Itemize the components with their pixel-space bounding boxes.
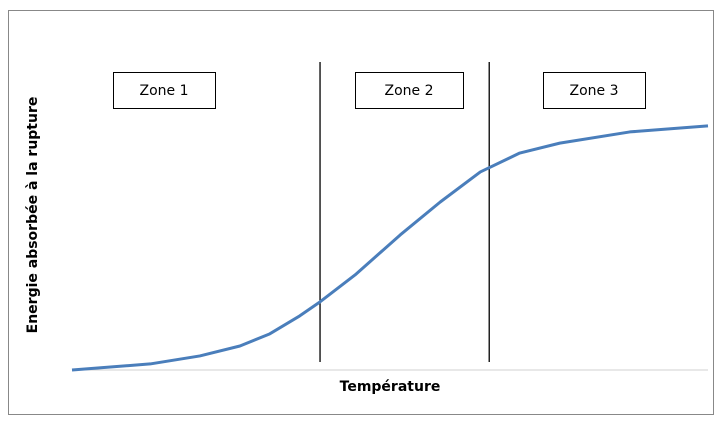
chart-frame: [8, 10, 714, 415]
y-axis-label: Energie absorbée à la rupture: [25, 97, 41, 334]
zone-label: Zone 1: [140, 83, 189, 99]
zone-box: [355, 72, 464, 109]
zone-box: [113, 72, 216, 109]
zone-label: Zone 2: [385, 83, 434, 99]
x-axis-label: Température: [340, 379, 441, 395]
zone-label: Zone 3: [570, 83, 619, 99]
data-line: [71, 124, 709, 372]
zone-box: [543, 72, 646, 109]
